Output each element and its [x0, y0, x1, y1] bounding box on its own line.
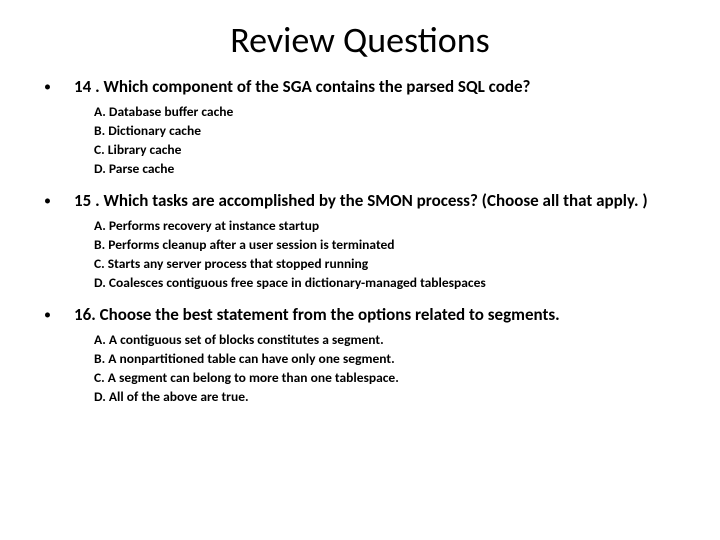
question-text: 15 . Which tasks are accomplished by the… [74, 190, 648, 212]
option-b: B. A nonpartitioned table can have only … [94, 349, 690, 368]
option-c: C. A segment can belong to more than one… [94, 368, 690, 387]
option-a: A. A contiguous set of blocks constitute… [94, 330, 690, 349]
option-c: C. Library cache [94, 140, 690, 159]
option-a: A. Performs recovery at instance startup [94, 216, 690, 235]
question-body: Which component of the SGA contains the … [103, 76, 530, 97]
options-block: A. A contiguous set of blocks constitute… [30, 330, 690, 406]
option-a: A. Database buffer cache [94, 102, 690, 121]
question-row: • 16. Choose the best statement from the… [30, 304, 690, 326]
page-title: Review Questions [30, 18, 690, 62]
question-number: 14 . [74, 76, 100, 97]
option-d: D. All of the above are true. [94, 387, 690, 406]
option-d: D. Coalesces contiguous free space in di… [94, 273, 690, 292]
option-b: B. Dictionary cache [94, 121, 690, 140]
option-c: C. Starts any server process that stoppe… [94, 254, 690, 273]
option-d: D. Parse cache [94, 159, 690, 178]
options-block: A. Database buffer cache B. Dictionary c… [30, 102, 690, 178]
question-text: 14 . Which component of the SGA contains… [74, 76, 530, 98]
option-b: B. Performs cleanup after a user session… [94, 235, 690, 254]
question-row: • 15 . Which tasks are accomplished by t… [30, 190, 690, 212]
question-text: 16. Choose the best statement from the o… [74, 304, 560, 326]
bullet-icon: • [30, 76, 74, 98]
bullet-icon: • [30, 304, 74, 326]
question-number: 16. [74, 304, 96, 325]
question-body: Which tasks are accomplished by the SMON… [103, 190, 647, 211]
question-row: • 14 . Which component of the SGA contai… [30, 76, 690, 98]
question-number: 15 . [74, 190, 100, 211]
bullet-icon: • [30, 190, 74, 212]
question-body: Choose the best statement from the optio… [100, 304, 560, 325]
options-block: A. Performs recovery at instance startup… [30, 216, 690, 292]
